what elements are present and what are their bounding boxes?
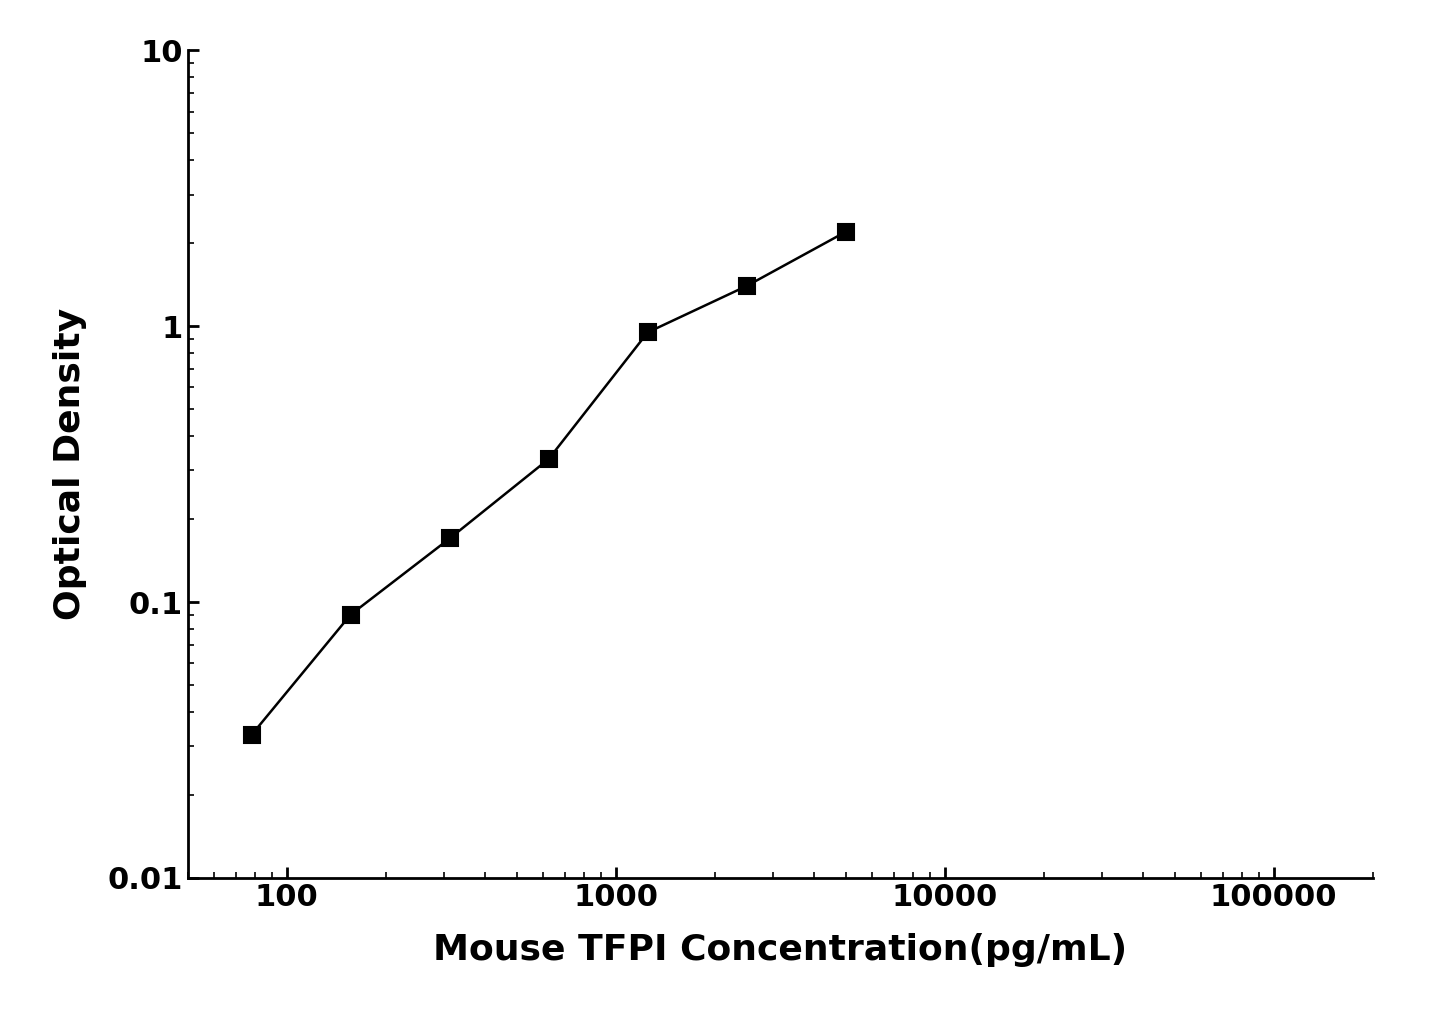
Y-axis label: Optical Density: Optical Density <box>53 308 87 621</box>
X-axis label: Mouse TFPI Concentration(pg/mL): Mouse TFPI Concentration(pg/mL) <box>434 932 1127 967</box>
